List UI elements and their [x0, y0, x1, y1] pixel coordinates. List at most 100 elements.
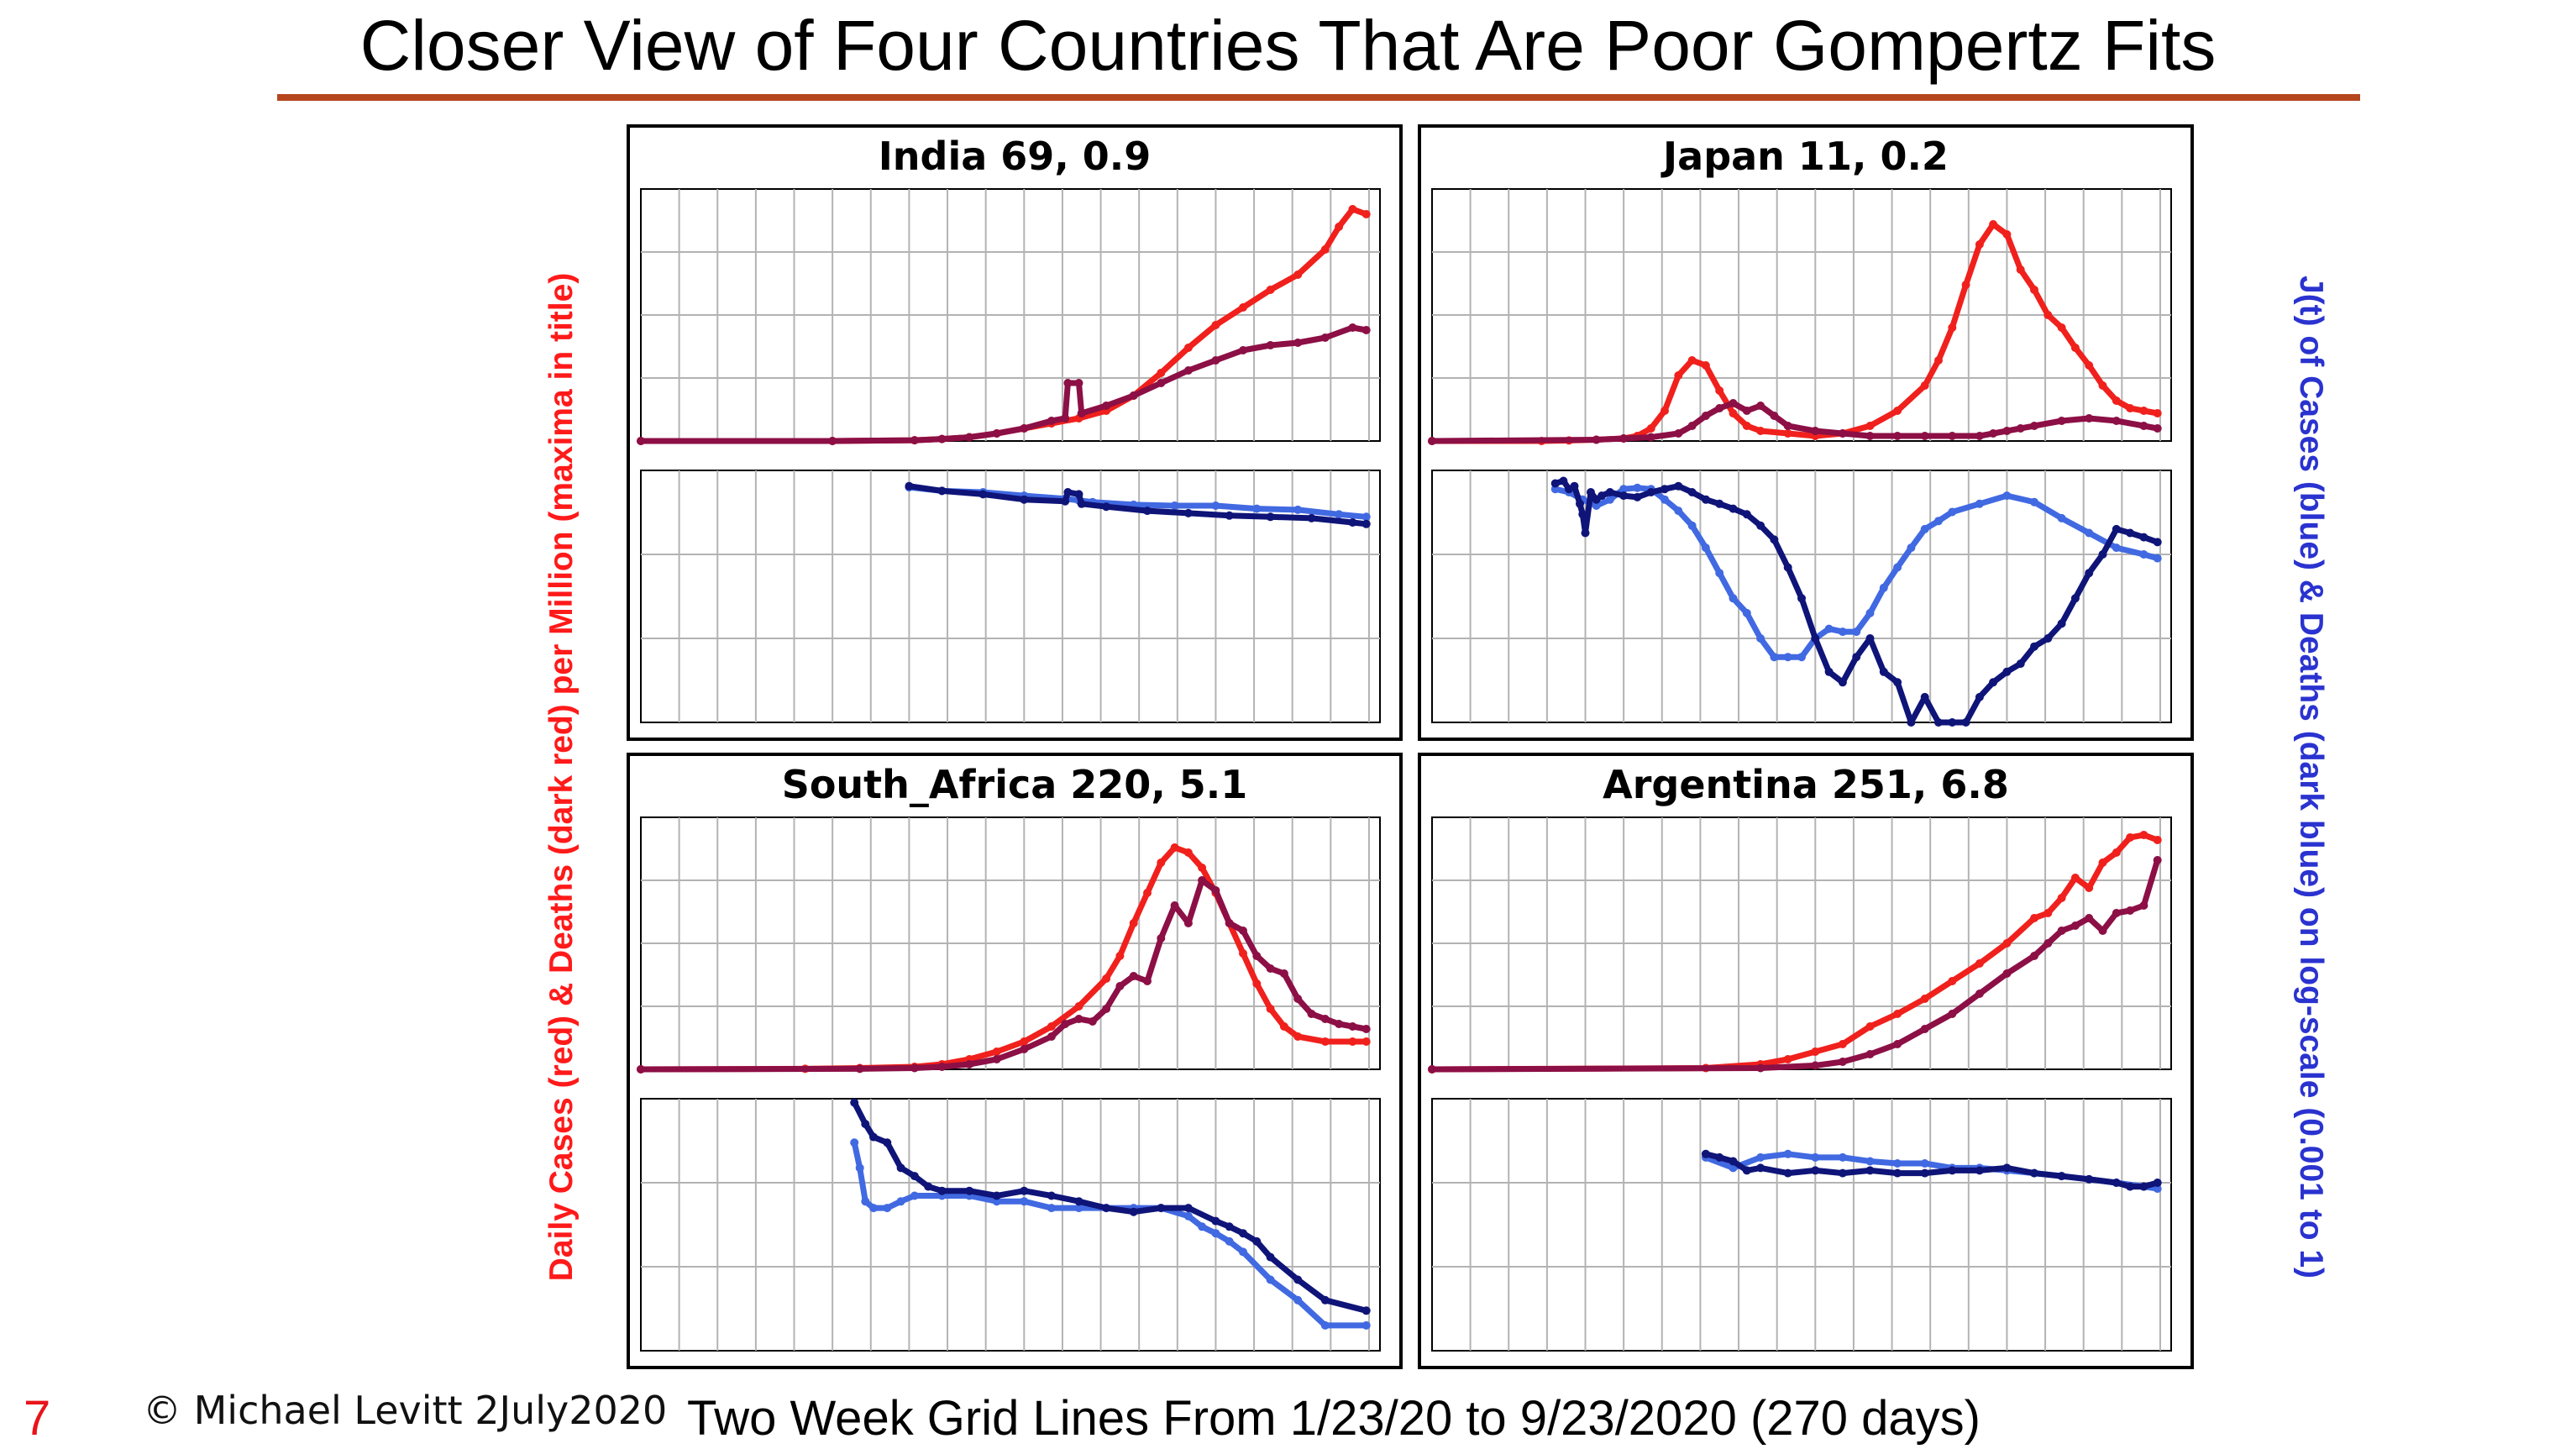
data-point [1934, 517, 1943, 526]
data-point [1266, 1275, 1275, 1284]
data-point [1756, 1152, 1765, 1162]
data-point [1948, 1010, 1957, 1018]
data-point [1660, 495, 1669, 504]
data-point [2030, 1168, 2038, 1178]
data-point [1811, 1166, 1820, 1175]
data-point [1701, 495, 1710, 504]
data-point [869, 1204, 878, 1213]
data-point [1198, 876, 1207, 885]
data-point [1102, 974, 1111, 983]
data-point [2085, 569, 2094, 578]
data-point [1361, 210, 1371, 218]
data-point [1592, 501, 1601, 510]
data-point [1239, 303, 1247, 312]
data-point [910, 1172, 919, 1181]
data-point [1252, 979, 1262, 988]
data-point [937, 1186, 947, 1195]
data-point [1783, 1055, 1792, 1063]
data-point [2139, 831, 2148, 839]
data-point [637, 437, 645, 445]
subplot-title: South_Africa 220, 5.1 [782, 762, 1248, 807]
data-point [2098, 550, 2107, 559]
data-point [1239, 1229, 1247, 1238]
data-point [2057, 417, 2066, 425]
data-point [2112, 848, 2121, 857]
data-point [1170, 901, 1179, 910]
data-point [1225, 919, 1234, 927]
data-point [1239, 346, 1247, 354]
data-point [1293, 1032, 1303, 1041]
data-point [2126, 528, 2135, 538]
data-point [1293, 1295, 1303, 1305]
data-point [2139, 550, 2148, 559]
data-point [1619, 491, 1629, 501]
data-point [1157, 858, 1166, 867]
data-point [2126, 1182, 2135, 1191]
data-point [1266, 512, 1275, 522]
data-point [1170, 501, 1179, 510]
data-point [1170, 843, 1179, 852]
data-point [1428, 437, 1436, 445]
data-point [1893, 407, 1902, 415]
data-point [1742, 608, 1751, 617]
data-point [1239, 927, 1247, 935]
data-point [1211, 886, 1220, 895]
data-point [1157, 1204, 1166, 1213]
data-point [2112, 543, 2121, 553]
data-point [1102, 502, 1111, 512]
data-point [1102, 1204, 1111, 1213]
data-point [910, 1191, 919, 1200]
data-point [1797, 594, 1806, 603]
data-point [1320, 333, 1330, 342]
data-point [965, 1186, 974, 1195]
data-point [850, 1138, 859, 1147]
data-point [1893, 563, 1902, 572]
data-point [1989, 678, 1998, 687]
data-point [2016, 265, 2025, 274]
data-point [1252, 952, 1262, 960]
data-point [965, 433, 974, 442]
data-point [1742, 422, 1751, 430]
data-point [1581, 528, 1590, 538]
data-point [861, 1120, 870, 1129]
data-point [855, 1064, 864, 1074]
data-point [1687, 356, 1697, 365]
data-point [1020, 424, 1029, 433]
data-point [1797, 653, 1806, 662]
data-point [2030, 952, 2038, 960]
data-point [2126, 906, 2135, 915]
data-point [1948, 977, 1957, 985]
data-point [896, 1163, 905, 1173]
data-point [1225, 511, 1234, 520]
data-point [1770, 535, 1779, 544]
data-point [1674, 371, 1683, 380]
data-point [1920, 1168, 1929, 1178]
data-point [1756, 634, 1765, 643]
footer-caption: Two Week Grid Lines From 1/23/20 to 9/23… [687, 1391, 1981, 1446]
data-point [1811, 1061, 1820, 1070]
data-point [1074, 1204, 1083, 1213]
data-point [1920, 381, 1929, 390]
data-point [1948, 718, 1957, 727]
data-point [1674, 481, 1683, 491]
data-point [1129, 919, 1138, 927]
data-point [2112, 524, 2121, 533]
data-point [1948, 432, 1957, 440]
data-point [978, 490, 988, 499]
data-point [1756, 1163, 1765, 1173]
data-point [1989, 429, 1998, 438]
data-point [1047, 417, 1056, 425]
j-panel [640, 470, 1381, 723]
data-point [2153, 538, 2162, 547]
data-point [1975, 959, 1984, 968]
subplot-1: India 69, 0.9 [627, 124, 1403, 741]
data-point [1865, 422, 1875, 430]
data-point [1756, 521, 1765, 530]
data-point [1715, 1152, 1724, 1162]
data-point [1770, 653, 1779, 662]
copyright-signature: © Michael Levitt 2July2020 [143, 1388, 668, 1433]
data-point [1183, 508, 1193, 517]
data-point [1838, 1040, 1847, 1048]
data-point [1063, 488, 1073, 496]
data-point [1701, 1149, 1710, 1158]
